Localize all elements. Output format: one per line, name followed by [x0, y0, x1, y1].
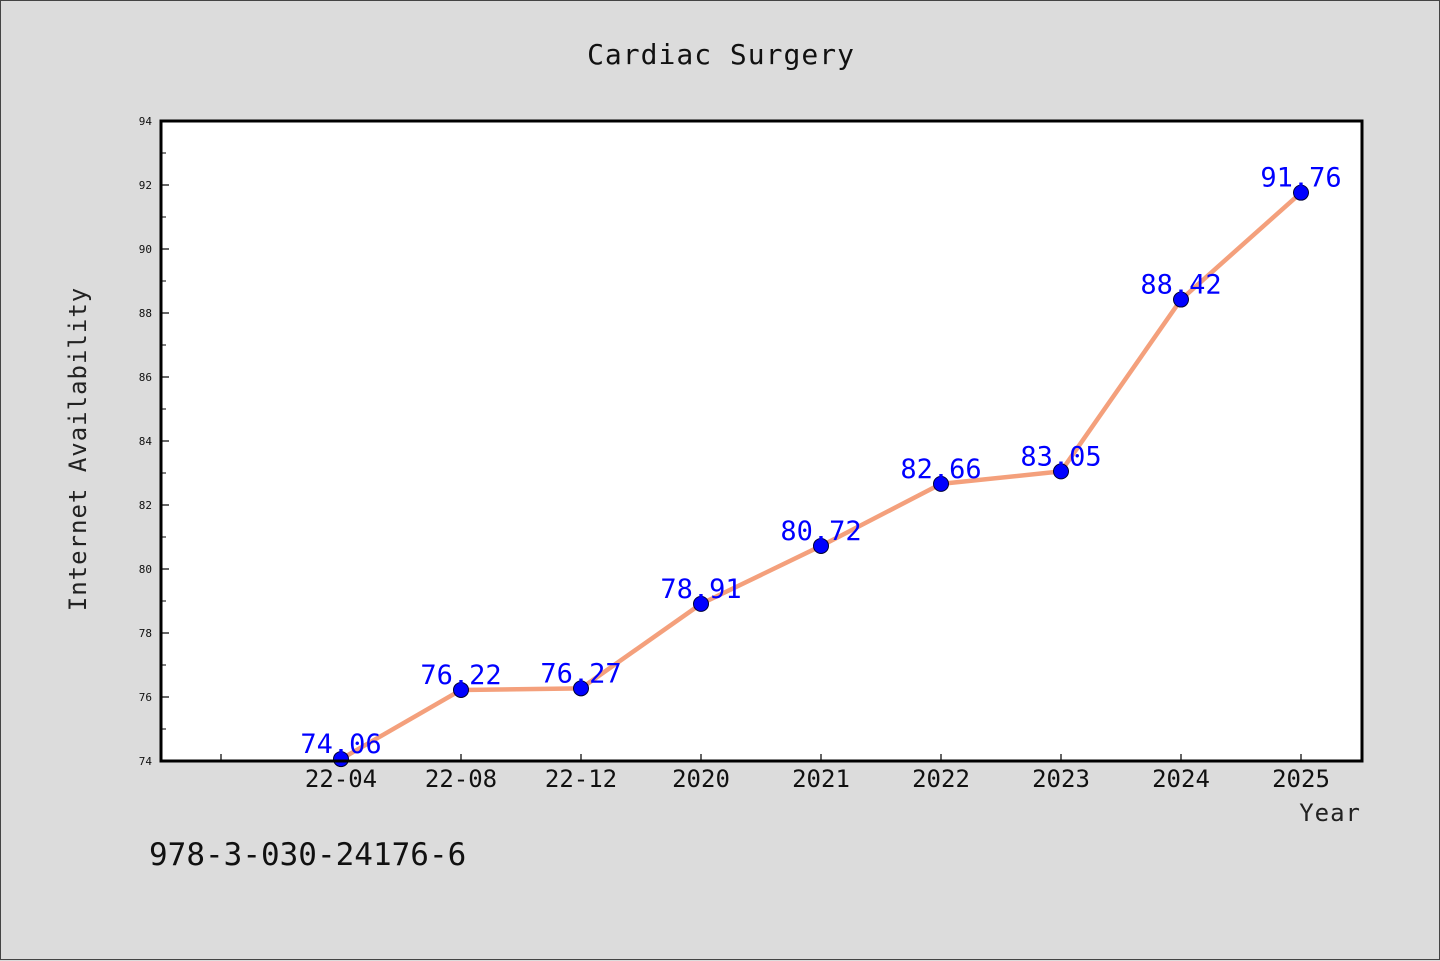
x-tick-label: 2025	[1272, 765, 1330, 793]
data-point	[693, 595, 709, 612]
y-tick-label: 90	[139, 243, 152, 256]
data-label: 82.66	[900, 454, 981, 485]
y-tick-label: 94	[139, 115, 153, 128]
x-tick-label: 22-12	[545, 765, 617, 793]
y-tick-label: 76	[139, 691, 152, 704]
data-label: 78.91	[660, 574, 741, 605]
y-tick-label: 78	[139, 627, 152, 640]
x-tick-label: 2023	[1032, 765, 1090, 793]
x-axis-label: Year	[1299, 799, 1361, 827]
data-point	[1173, 291, 1189, 308]
data-label: 88.42	[1140, 270, 1221, 301]
data-point	[1293, 184, 1309, 201]
y-tick-label: 74	[139, 755, 153, 768]
x-tick-label: 22-04	[305, 765, 377, 793]
data-point	[333, 751, 349, 768]
x-tick-label: 2021	[792, 765, 850, 793]
data-label: 83.05	[1020, 441, 1101, 472]
y-tick-label: 88	[139, 307, 152, 320]
x-axis: 22-04 22-08 22-12 2020 2021 2022 2023 2024 2025	[220, 754, 1330, 793]
chart-title: Cardiac Surgery	[587, 38, 855, 71]
data-point	[453, 681, 469, 698]
y-tick-label: 82	[139, 499, 152, 512]
plot-border	[159, 119, 1364, 763]
data-point	[1053, 463, 1069, 480]
x-tick-label: 2024	[1152, 765, 1210, 793]
footnote-isbn: 978-3-030-24176-6	[149, 837, 466, 873]
series-group: 74.06 76.22 76.27 78.91 80.72 82.66 83.05 88.42…	[300, 163, 1342, 768]
data-point	[813, 537, 829, 554]
x-tick-label: 22-08	[425, 765, 497, 793]
data-point	[933, 475, 949, 492]
data-label: 76.22	[420, 660, 501, 691]
y-tick-label: 84	[139, 435, 153, 448]
y-tick-label: 92	[139, 179, 152, 192]
data-label: 76.27	[540, 658, 621, 689]
y-axis: 74 76 78 80 82 84 86 88 90 92 94	[139, 115, 169, 768]
x-tick-label: 2020	[672, 765, 730, 793]
data-point	[573, 680, 589, 697]
y-tick-label: 80	[139, 563, 152, 576]
plot-area	[161, 121, 1362, 761]
x-tick-label: 2022	[912, 765, 970, 793]
y-axis-label: Internet Availability	[64, 287, 92, 611]
data-label: 80.72	[780, 516, 861, 547]
data-label: 91.76	[1260, 163, 1341, 194]
data-label: 74.06	[300, 729, 381, 760]
y-tick-label: 86	[139, 371, 152, 384]
